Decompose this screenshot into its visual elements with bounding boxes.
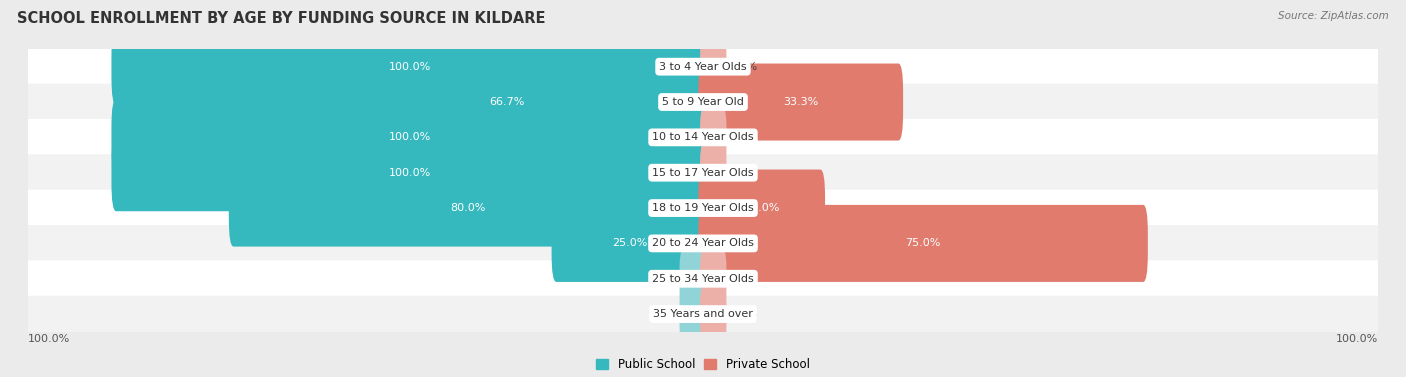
Text: Source: ZipAtlas.com: Source: ZipAtlas.com <box>1278 11 1389 21</box>
FancyBboxPatch shape <box>28 261 1378 297</box>
FancyBboxPatch shape <box>28 190 1378 227</box>
Text: 10 to 14 Year Olds: 10 to 14 Year Olds <box>652 132 754 143</box>
FancyBboxPatch shape <box>307 63 707 141</box>
Text: 5 to 9 Year Old: 5 to 9 Year Old <box>662 97 744 107</box>
Text: 0.0%: 0.0% <box>730 168 758 178</box>
FancyBboxPatch shape <box>700 39 727 95</box>
FancyBboxPatch shape <box>679 286 706 342</box>
Text: 20.0%: 20.0% <box>744 203 779 213</box>
FancyBboxPatch shape <box>700 145 727 201</box>
FancyBboxPatch shape <box>699 170 825 247</box>
FancyBboxPatch shape <box>700 286 727 342</box>
Text: 25 to 34 Year Olds: 25 to 34 Year Olds <box>652 274 754 284</box>
Text: 20 to 24 Year Olds: 20 to 24 Year Olds <box>652 238 754 248</box>
Text: 25.0%: 25.0% <box>612 238 647 248</box>
Text: 0.0%: 0.0% <box>730 274 758 284</box>
Text: 75.0%: 75.0% <box>905 238 941 248</box>
FancyBboxPatch shape <box>699 205 1147 282</box>
FancyBboxPatch shape <box>28 84 1378 120</box>
FancyBboxPatch shape <box>699 63 903 141</box>
Text: 100.0%: 100.0% <box>388 168 430 178</box>
FancyBboxPatch shape <box>229 170 707 247</box>
FancyBboxPatch shape <box>28 296 1378 333</box>
Text: 18 to 19 Year Olds: 18 to 19 Year Olds <box>652 203 754 213</box>
FancyBboxPatch shape <box>679 251 706 307</box>
Text: 0.0%: 0.0% <box>730 309 758 319</box>
Text: 0.0%: 0.0% <box>648 309 676 319</box>
FancyBboxPatch shape <box>551 205 707 282</box>
FancyBboxPatch shape <box>28 225 1378 262</box>
Text: 3 to 4 Year Olds: 3 to 4 Year Olds <box>659 62 747 72</box>
Text: 100.0%: 100.0% <box>28 334 70 343</box>
Text: 33.3%: 33.3% <box>783 97 818 107</box>
Text: 100.0%: 100.0% <box>1336 334 1378 343</box>
Text: 35 Years and over: 35 Years and over <box>652 309 754 319</box>
FancyBboxPatch shape <box>111 28 707 105</box>
FancyBboxPatch shape <box>111 134 707 211</box>
Legend: Public School, Private School: Public School, Private School <box>596 358 810 371</box>
Text: 0.0%: 0.0% <box>730 132 758 143</box>
Text: SCHOOL ENROLLMENT BY AGE BY FUNDING SOURCE IN KILDARE: SCHOOL ENROLLMENT BY AGE BY FUNDING SOUR… <box>17 11 546 26</box>
FancyBboxPatch shape <box>111 99 707 176</box>
Text: 100.0%: 100.0% <box>388 132 430 143</box>
Text: 66.7%: 66.7% <box>489 97 524 107</box>
FancyBboxPatch shape <box>700 251 727 307</box>
Text: 15 to 17 Year Olds: 15 to 17 Year Olds <box>652 168 754 178</box>
Text: 100.0%: 100.0% <box>388 62 430 72</box>
FancyBboxPatch shape <box>28 48 1378 85</box>
FancyBboxPatch shape <box>28 154 1378 191</box>
FancyBboxPatch shape <box>700 109 727 165</box>
FancyBboxPatch shape <box>28 119 1378 156</box>
Text: 80.0%: 80.0% <box>450 203 486 213</box>
Text: 0.0%: 0.0% <box>648 274 676 284</box>
Text: 0.0%: 0.0% <box>730 62 758 72</box>
